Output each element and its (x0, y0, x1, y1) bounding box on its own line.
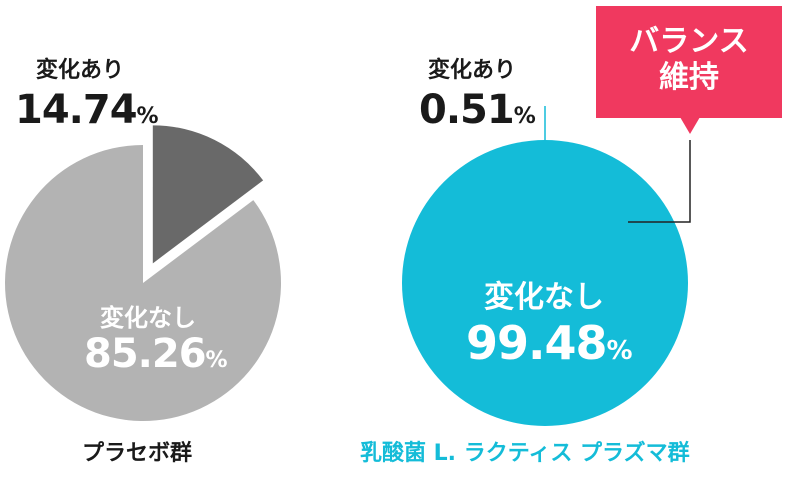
plasma-pie (402, 106, 691, 426)
placebo-change-label: 変化あり (36, 58, 125, 83)
placebo-nochange-value-wrap: 85.26% (84, 334, 228, 374)
placebo-nochange-label: 変化なし (100, 304, 196, 332)
callout-line-2: 維持 (659, 60, 719, 95)
plasma-change-label: 変化あり (428, 58, 517, 83)
pie-slice-no-change (402, 140, 688, 426)
plasma-nochange-value-wrap: 99.48% (466, 320, 633, 366)
callout-pointer (680, 117, 700, 134)
placebo-pie (4, 125, 282, 422)
placebo-nochange-unit: % (205, 348, 228, 373)
placebo-change-value-wrap: 14.74% (15, 90, 159, 130)
balance-callout: バランス 維持 (596, 6, 782, 118)
callout-leader-line (628, 140, 691, 223)
plasma-change-value: 0.51 (419, 87, 515, 133)
plasma-group-label: 乳酸菌 L. ラクティス プラズマ群 (360, 441, 690, 466)
placebo-change-value: 14.74 (15, 87, 138, 133)
plasma-nochange-label: 変化なし (484, 280, 604, 315)
plasma-change-unit: % (513, 104, 536, 129)
pie-slice-change (152, 125, 264, 264)
plasma-change-value-wrap: 0.51% (419, 90, 536, 130)
placebo-change-unit: % (136, 104, 159, 129)
plasma-nochange-unit: % (606, 336, 633, 366)
placebo-nochange-value: 85.26 (84, 331, 207, 377)
pie-slice-no-change (4, 145, 282, 422)
plasma-nochange-value: 99.48 (466, 316, 608, 370)
placebo-group-label: プラセボ群 (82, 441, 193, 466)
callout-line-1: バランス (629, 24, 749, 59)
